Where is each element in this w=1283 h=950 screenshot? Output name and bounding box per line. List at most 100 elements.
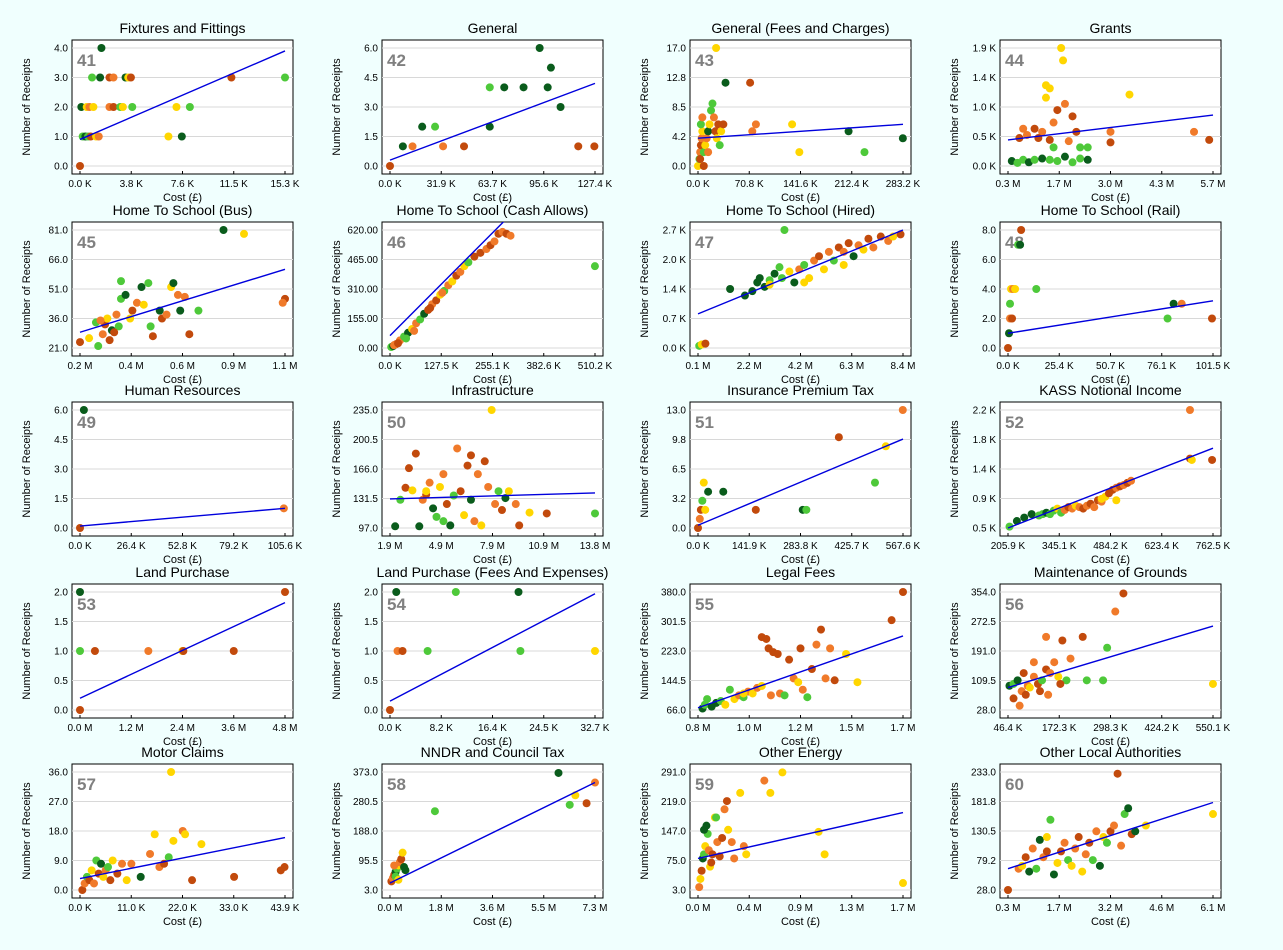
scatter-point (401, 866, 410, 875)
plot-marks: 59 (695, 768, 907, 892)
scatter-point (136, 872, 145, 881)
chart-panel-59: 3.0 75.0 147.0 219.0 291.0 0.0 M 0.4 M 0.9 M 1.3… (639, 744, 916, 928)
scatter-point (1020, 513, 1029, 522)
x-tick-label: 3.8 K (120, 179, 144, 190)
scatter-point (778, 768, 787, 777)
scatter-point (464, 258, 473, 267)
scatter-point (515, 521, 524, 530)
scatter-point (1019, 124, 1028, 133)
scatter-point (117, 277, 125, 286)
scatter-point (694, 524, 702, 532)
y-tick-label: 291.0 (661, 768, 686, 779)
trend-line (389, 82, 596, 161)
y-tick-label: 2.0 (54, 103, 68, 114)
scatter-point (506, 231, 515, 240)
plot-marks: 48 (1004, 226, 1216, 352)
x-tick-label: 484.2 K (1093, 541, 1128, 552)
scatter-point (94, 132, 103, 141)
scatter-point (699, 478, 708, 487)
scatter-point (770, 269, 779, 278)
scatter-point (431, 122, 440, 131)
scatter-point (1208, 455, 1217, 464)
x-tick-label: 50.7 K (1096, 361, 1125, 372)
x-axis-label: Cost (£) (1091, 736, 1130, 748)
scatter-point (736, 788, 745, 797)
x-tick-label: 6.3 M (839, 361, 864, 372)
plot-marks: 60 (1004, 769, 1217, 894)
scatter-point (1092, 827, 1101, 836)
scatter-point (1060, 152, 1069, 161)
plot-marks: 58 (387, 768, 599, 886)
x-tick-label: 127.4 K (578, 179, 613, 190)
scatter-point (725, 685, 734, 694)
scatter-point (128, 103, 137, 111)
scatter-point (281, 73, 289, 82)
scatter-point (104, 863, 113, 872)
scatter-point (448, 277, 457, 286)
x-tick-label: 382.6 K (527, 361, 562, 372)
trend-line (1007, 114, 1214, 141)
x-tick-label: 212.4 K (835, 179, 870, 190)
scatter-point (164, 132, 173, 141)
scatter-point (402, 334, 411, 343)
trend-line (389, 781, 596, 884)
x-tick-label: 0.0 K (68, 541, 92, 552)
x-tick-label: 43.9 K (271, 903, 300, 914)
chart-panel-58: 3.0 95.5 188.0 280.5 373.0 0.0 M 1.8 M 3.6 M 5.5… (331, 744, 608, 928)
scatter-point (391, 522, 400, 531)
scatter-point (1112, 496, 1121, 505)
x-tick-label: 22.0 K (168, 903, 197, 914)
scatter-point (476, 248, 485, 257)
x-tick-label: 0.0 K (378, 361, 402, 372)
scatter-point (1117, 841, 1126, 850)
y-tick-label: 3.0 (364, 103, 378, 114)
scatter-point (229, 647, 238, 655)
scatter-point (106, 876, 115, 885)
scatter-point (422, 487, 431, 496)
x-tick-label: 70.8 K (735, 179, 764, 190)
x-tick-label: 25.4 K (1045, 361, 1074, 372)
x-tick-label: 510.2 K (578, 361, 613, 372)
x-tick-label: 567.6 K (886, 541, 921, 552)
x-tick-label: 2.2 M (737, 361, 762, 372)
scatter-point (790, 278, 799, 287)
y-tick-label: 4.0 (982, 285, 996, 296)
scatter-point (819, 265, 828, 274)
scatter-point (1006, 299, 1015, 308)
x-tick-label: 7.6 K (171, 179, 195, 190)
x-tick-label: 7.9 M (480, 541, 505, 552)
panel-number: 55 (695, 595, 714, 614)
y-tick-label: 27.0 (49, 797, 69, 808)
scatter-point (715, 141, 724, 150)
y-tick-label: 4.5 (364, 73, 378, 84)
scatter-point (1169, 299, 1178, 308)
scatter-point (899, 879, 907, 888)
y-tick-label: 144.5 (661, 676, 686, 687)
x-tick-label: 4.3 M (1149, 179, 1174, 190)
scatter-point (398, 647, 407, 655)
x-tick-label: 16.4 K (478, 723, 507, 734)
scatter-point (477, 521, 486, 530)
scatter-point (97, 44, 106, 52)
x-tick-label: 0.0 K (996, 361, 1020, 372)
y-tick-label: 6.0 (982, 255, 996, 266)
chart-title: Insurance Premium Tax (727, 382, 874, 398)
panel-number: 53 (77, 595, 96, 614)
chart-title: General (468, 20, 518, 36)
scatter-point (181, 830, 190, 839)
scatter-point (105, 336, 114, 345)
scatter-point (1078, 632, 1087, 641)
scatter-point (1025, 683, 1034, 692)
panel-number: 47 (695, 233, 714, 252)
scatter-point (442, 500, 451, 509)
scatter-point (721, 78, 730, 87)
y-tick-label: 191.0 (971, 647, 996, 658)
y-tick-label: 0.0 (982, 344, 996, 355)
scatter-point (396, 495, 405, 504)
x-axis-label: Cost (£) (781, 916, 820, 928)
scatter-point (109, 73, 118, 82)
scatter-point (1035, 835, 1044, 844)
scatter-point (721, 700, 730, 709)
scatter-point (176, 306, 185, 315)
scatter-point (1068, 112, 1077, 121)
